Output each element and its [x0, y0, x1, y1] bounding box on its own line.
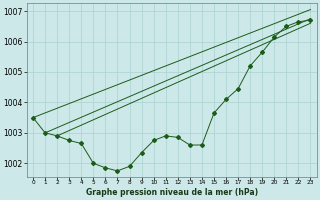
X-axis label: Graphe pression niveau de la mer (hPa): Graphe pression niveau de la mer (hPa)	[86, 188, 258, 197]
